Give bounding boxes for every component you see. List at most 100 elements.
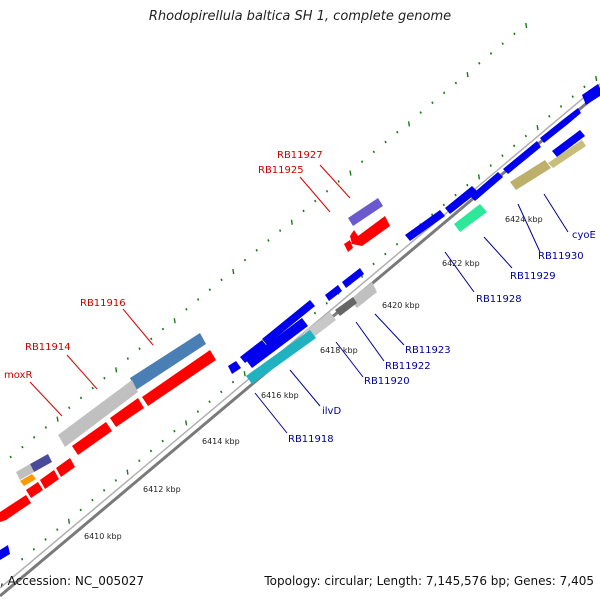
tick-mark [583, 85, 586, 89]
gene-label[interactable]: RB11918 [288, 434, 334, 445]
gene-feature[interactable] [325, 285, 342, 301]
gene-feature[interactable] [348, 198, 383, 226]
gene-feature[interactable] [16, 464, 34, 480]
tick-mark [208, 288, 211, 291]
reverse-strand-genes [0, 84, 600, 560]
tick-mark [395, 242, 399, 246]
tick-mark [243, 371, 246, 377]
gene-feature[interactable] [246, 330, 316, 384]
tick-mark [489, 164, 492, 167]
gene-feature[interactable] [470, 172, 503, 201]
gene-feature[interactable] [582, 84, 600, 105]
outer-tick-track [0, 22, 528, 471]
gene-label[interactable]: RB11916 [80, 298, 126, 309]
gene-label[interactable]: RB11914 [25, 342, 71, 353]
tick-label: 6410 kbp [84, 532, 122, 541]
tick-mark [56, 416, 59, 422]
label-connectors [29, 164, 569, 434]
gene-label[interactable]: RB11929 [510, 271, 556, 282]
gene-feature[interactable] [40, 470, 59, 489]
tick-mark [9, 455, 12, 459]
gene-feature[interactable] [350, 282, 377, 308]
gene-feature[interactable] [30, 454, 52, 472]
gene-feature[interactable] [142, 350, 216, 406]
tick-mark [489, 52, 493, 55]
gene-feature[interactable] [405, 210, 445, 241]
forward-strand-genes [0, 198, 390, 522]
genome-summary-text: Topology: circular; Length: 7,145,576 bp… [264, 574, 594, 588]
tick-mark [126, 357, 129, 360]
gene-feature[interactable] [20, 474, 36, 486]
gene-label[interactable]: RB11930 [538, 251, 584, 262]
tick-mark [443, 91, 446, 95]
tick-mark [114, 479, 117, 482]
gene-feature[interactable] [72, 422, 112, 455]
tick-mark [102, 488, 106, 492]
tick-mark [454, 81, 458, 85]
gene-feature[interactable] [344, 240, 353, 252]
tick-mark [79, 396, 83, 400]
gene-label[interactable]: RB11920 [364, 376, 410, 387]
tick-mark [44, 426, 47, 429]
tick-mark [431, 213, 434, 217]
tick-mark [302, 209, 305, 213]
gene-label[interactable]: cyoE [572, 230, 596, 241]
gene-feature[interactable] [262, 300, 315, 345]
gene-feature[interactable] [350, 216, 390, 246]
gene-feature[interactable] [548, 140, 586, 168]
gene-feature[interactable] [26, 482, 43, 498]
tick-mark [138, 347, 141, 351]
tick-mark [314, 199, 317, 203]
inner-tick-track [20, 75, 598, 561]
gene-feature[interactable] [130, 333, 206, 390]
gene-feature[interactable] [110, 398, 144, 427]
gene-label[interactable]: RB11925 [258, 165, 304, 176]
gene-label[interactable]: RB11928 [476, 294, 522, 305]
tick-mark [208, 400, 211, 404]
gene-feature[interactable] [0, 495, 31, 522]
tick-mark [115, 367, 118, 373]
tick-mark [185, 308, 188, 311]
gene-feature[interactable] [445, 186, 478, 214]
tick-mark [20, 557, 24, 561]
gene-feature[interactable] [240, 340, 267, 363]
tick-mark [267, 239, 270, 242]
tick-mark [559, 105, 563, 108]
tick-mark [337, 180, 340, 183]
tick-label: 6420 kbp [382, 301, 420, 310]
tick-mark [372, 150, 376, 154]
tick-mark [149, 449, 153, 453]
gene-feature[interactable] [246, 318, 308, 368]
tick-mark [44, 538, 47, 541]
gene-feature[interactable] [228, 361, 241, 374]
tick-mark [126, 469, 129, 475]
tick-mark [232, 268, 235, 275]
tick-mark [103, 376, 106, 380]
map-title: Rhodopirellula baltica SH 1, complete ge… [148, 9, 452, 24]
gene-label[interactable]: RB11923 [405, 345, 451, 356]
tick-mark [21, 445, 24, 449]
gene-feature[interactable] [342, 268, 364, 288]
gene-feature[interactable] [540, 108, 581, 143]
gene-label[interactable]: RB11927 [277, 150, 323, 161]
tick-mark [454, 193, 457, 197]
tick-mark [384, 140, 387, 144]
gene-label[interactable]: RB11922 [385, 361, 431, 372]
tick-mark [161, 439, 164, 443]
gene-feature[interactable] [335, 297, 357, 316]
gene-feature[interactable] [0, 545, 10, 560]
tick-mark [524, 134, 528, 138]
tick-label: 6412 kbp [143, 485, 181, 494]
gene-label[interactable]: ilvD [322, 406, 341, 417]
gene-feature[interactable] [552, 130, 585, 157]
tick-mark [56, 528, 59, 531]
tick-label: 6418 kbp [320, 346, 358, 355]
gene-feature[interactable] [58, 380, 138, 447]
gene-feature[interactable] [56, 458, 75, 477]
gene-feature[interactable] [503, 141, 541, 174]
tick-mark [478, 62, 481, 65]
tick-mark [477, 174, 481, 180]
gene-label[interactable]: moxR [4, 370, 32, 381]
gene-feature[interactable] [454, 204, 487, 232]
gene-feature[interactable] [510, 160, 551, 190]
